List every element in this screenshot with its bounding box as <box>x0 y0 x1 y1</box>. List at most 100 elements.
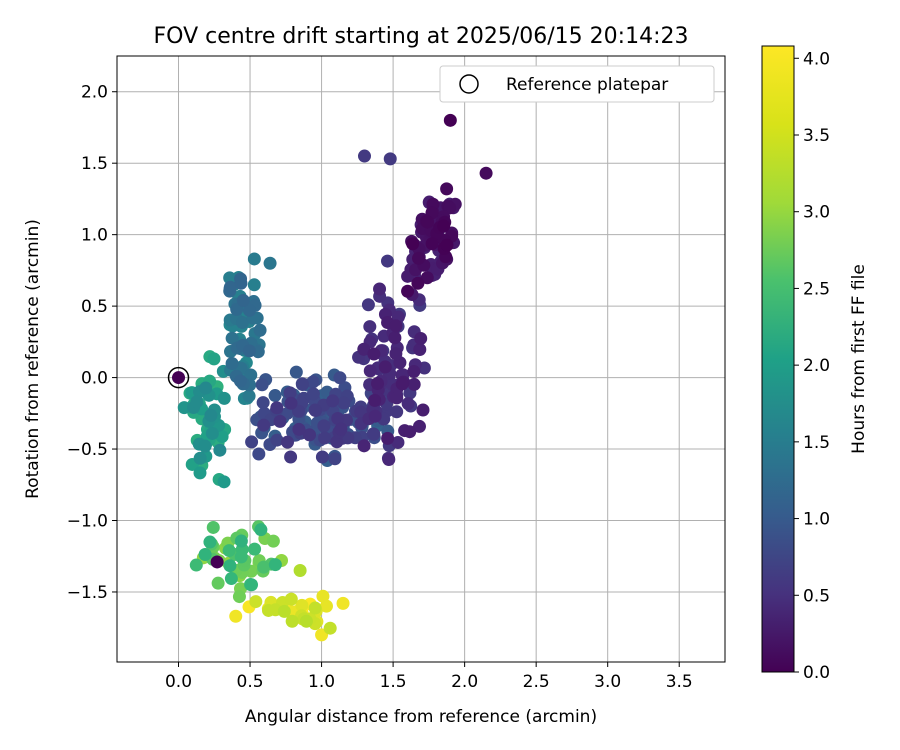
data-point <box>383 152 397 166</box>
reference-ring <box>167 366 190 389</box>
y-tick-label: 2.0 <box>81 83 108 103</box>
data-point <box>225 331 239 345</box>
data-point <box>217 475 231 489</box>
data-point <box>273 414 287 428</box>
data-point <box>411 276 425 290</box>
y-tick-label: −1.5 <box>67 583 108 603</box>
data-point <box>270 433 284 447</box>
data-point <box>367 427 381 441</box>
data-point <box>213 443 227 457</box>
y-tick-label: −1.0 <box>67 512 108 532</box>
data-point <box>403 425 417 439</box>
data-point <box>249 595 263 609</box>
data-point <box>232 590 246 604</box>
colorbar-tick-label: 4.0 <box>803 49 830 69</box>
x-tick-label: 1.0 <box>308 672 335 692</box>
data-point <box>204 408 218 422</box>
data-point <box>198 439 212 453</box>
data-point <box>336 596 350 610</box>
data-point <box>326 394 340 408</box>
data-point <box>293 564 307 578</box>
data-point <box>413 342 427 356</box>
y-tick-label: −0.5 <box>67 440 108 460</box>
data-point <box>412 251 426 265</box>
data-point <box>328 452 342 466</box>
data-point <box>334 422 348 436</box>
data-point <box>382 453 396 467</box>
data-point <box>229 609 243 623</box>
y-tick-label: 0.5 <box>81 297 108 317</box>
data-point <box>223 280 237 294</box>
x-axis-label: Angular distance from reference (arcmin) <box>245 707 597 727</box>
data-point <box>247 278 261 292</box>
colorbar-ticks: 0.0 0.5 1.0 1.5 2.0 2.5 3.0 3.5 4.0 <box>794 49 830 683</box>
data-point <box>323 621 337 635</box>
colorbar-tick-label: 2.5 <box>803 279 830 299</box>
data-point <box>268 558 282 572</box>
data-point <box>230 302 244 316</box>
data-point <box>281 435 295 449</box>
data-point <box>242 344 256 358</box>
colorbar-tick-label: 0.0 <box>803 663 830 683</box>
data-point <box>257 418 271 432</box>
data-point <box>236 293 250 307</box>
data-point <box>318 431 332 445</box>
data-point <box>319 599 333 613</box>
legend-box <box>439 65 715 103</box>
data-point <box>331 412 345 426</box>
x-tick-label: 0.0 <box>165 672 192 692</box>
legend-marker-reference <box>459 74 479 94</box>
data-point <box>222 544 236 558</box>
data-point <box>234 550 248 564</box>
data-point <box>235 316 249 330</box>
data-point <box>252 447 266 461</box>
data-point <box>242 389 256 403</box>
data-point <box>406 237 420 251</box>
data-point <box>256 396 270 410</box>
data-point <box>425 237 439 251</box>
data-point <box>440 238 454 252</box>
data-point <box>357 439 371 453</box>
data-point <box>268 389 282 403</box>
data-point <box>225 357 239 371</box>
data-point <box>206 520 220 534</box>
data-point <box>401 397 415 411</box>
data-point <box>234 534 248 548</box>
data-point <box>363 320 377 334</box>
data-point <box>285 614 299 628</box>
data-point <box>373 282 387 296</box>
data-point <box>263 256 277 270</box>
data-point <box>255 378 269 392</box>
data-point <box>437 219 451 233</box>
data-point <box>210 555 224 569</box>
data-point <box>224 572 238 586</box>
data-point <box>416 403 430 417</box>
data-point <box>233 374 247 388</box>
x-tick-label: 0.5 <box>237 672 264 692</box>
data-point <box>479 166 493 180</box>
legend-label-reference: Reference platepar <box>506 75 668 95</box>
x-tick-label: 2.0 <box>451 672 478 692</box>
data-point <box>284 396 298 410</box>
data-point <box>368 409 382 423</box>
colorbar: 0.0 0.5 1.0 1.5 2.0 2.5 3.0 3.5 4.0 Hours from f… <box>761 45 869 683</box>
data-point <box>177 401 191 415</box>
data-point <box>401 284 415 298</box>
x-tick-label: 2.5 <box>523 672 550 692</box>
data-point <box>308 403 322 417</box>
colorbar-gradient <box>761 45 795 673</box>
data-point <box>295 598 309 612</box>
data-point <box>223 559 237 573</box>
x-ticks: 0.0 0.5 1.0 1.5 2.0 2.5 3.0 3.5 <box>165 662 693 692</box>
data-point <box>284 450 298 464</box>
data-points <box>177 113 493 642</box>
reference-point <box>172 371 186 385</box>
data-point <box>266 534 280 548</box>
data-point <box>390 405 404 419</box>
data-point <box>254 523 268 537</box>
data-point <box>407 377 421 391</box>
data-point <box>421 215 435 229</box>
data-point <box>190 395 204 409</box>
data-point <box>412 419 426 433</box>
data-point <box>289 365 303 379</box>
